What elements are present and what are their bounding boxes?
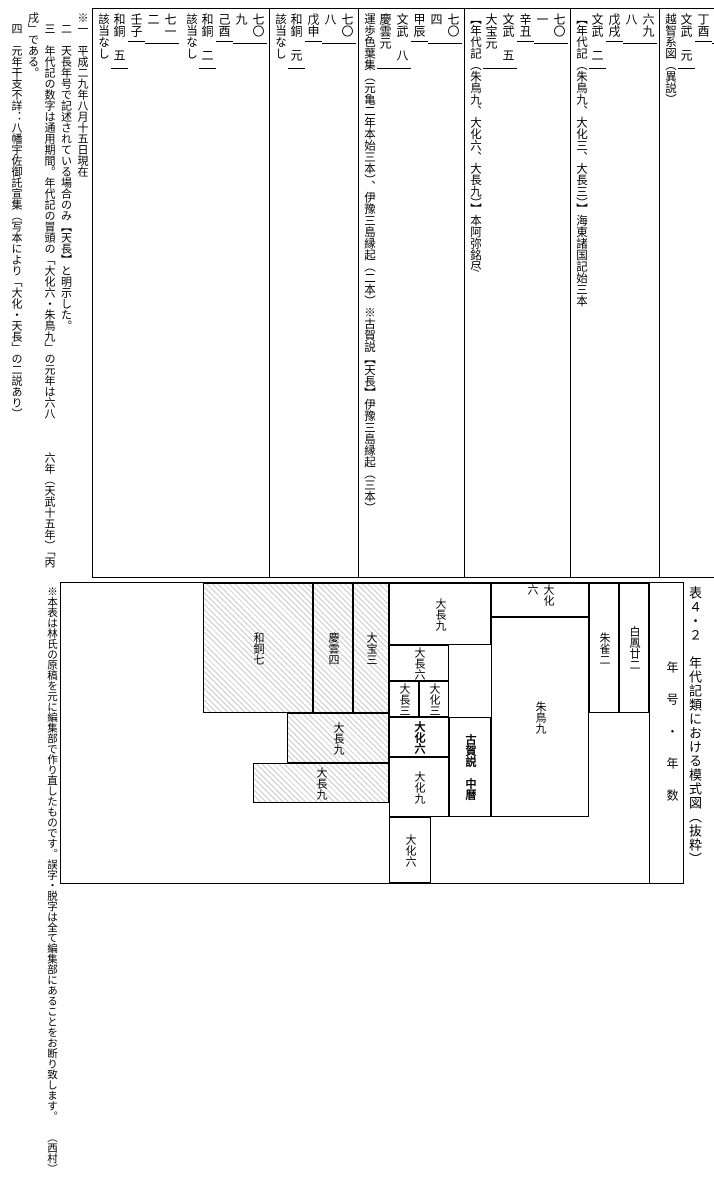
data-column: 七〇九己酉和銅 二該当なし [181,9,270,577]
cell-emperor: 和銅 元 [288,13,305,69]
era-box: 大化六 [389,717,449,757]
table-42: 年 号 ・ 年 数白鳳廿二朱雀二大化六朱鳥九大長九大長六大化三大長三大化六大化九… [60,582,684,884]
era-box: 大化六 [389,817,431,883]
table42-header: 年 号 ・ 年 数 [649,583,683,883]
cell-bunken: 越智系図（異説） [662,13,678,573]
cell-emperor: 文武 元 [678,13,695,69]
notes-41: ※一 平成二九年八月十五日現在 二 天長年号で記述されている場合のみ【天長】と明… [8,8,92,578]
era-box: 朱鳥九 [491,617,589,817]
era-box: 大宝三 [353,583,389,713]
note-line: 四 元年干支不詳：八幡宇佐御託宣集（写本により「大化・天長」の二説あり） [8,12,25,574]
table-42-title: 表４・２ 年代記類における模式図（抜粋） [684,582,706,1178]
cell-bunken: 運歩色葉集（元亀二年本始三本）、伊豫三島縁起（二本）※古賀説【天長】伊豫三島縁起… [361,13,377,573]
cell-year: 六九八 [623,13,657,44]
cell-emperor: 文武 五 大宝元 [483,13,517,69]
era-box: 大長九 [253,763,389,803]
era-box: 大化九 [389,757,449,817]
note-line: 二 天長年号で記述されている場合のみ【天長】と明示した。 [57,12,74,574]
cell-emperor: 和銅 五 [111,13,128,69]
note-line: 三 年代記の数字は通用期間。年代記の冒頭の「大化六・朱鳥九」の元年は六八 六年（… [24,12,57,574]
data-column: 六九七丁酉文武 元越智系図（異説） [660,9,714,577]
cell-kanshi: 辛丑 [517,13,534,42]
cell-bunken: 該当なし [95,13,111,573]
cell-kanshi: 壬子 [128,13,145,42]
cell-kanshi: 甲辰 [411,13,428,42]
notes-42: ※本表は林氏の原稿を元に編集部で作り直したものです。誤字・脱字は全て編集部にある… [8,582,60,1178]
cell-kanshi: 丁酉 [695,13,712,42]
cell-year: 七〇九 [233,13,267,44]
era-box: 古賀説 中暦 [449,717,491,817]
era-box: 和銅七 [203,583,313,713]
era-box: 大長九 [389,583,491,645]
cell-kanshi: 戊戌 [606,13,623,42]
table-41: 西暦干支天皇治年文 献六七一辛未天智 十開闢山古事縁起類三本六八四甲申天武十三運… [92,8,714,578]
data-column: 七〇八戊申和銅 元該当なし [270,9,359,577]
data-column: 六九八戊戌文武 二【年代記（朱鳥九、大化三、大長三）】海東諸国記始三本 [571,9,660,577]
note-line: ※一 平成二九年八月十五日現在 [74,12,91,574]
era-box: 大化三 [419,681,449,717]
cell-bunken: 【年代記（朱鳥九、大化三、大長三）】海東諸国記始三本 [573,13,589,573]
cell-kanshi: 戊申 [305,13,322,42]
cell-emperor: 文武 八 慶雲元 [377,13,411,69]
cell-year: 七〇一 [534,13,568,44]
era-box: 白鳳廿二 [619,583,649,713]
era-box: 朱雀二 [589,583,619,713]
data-column: 七〇四甲辰文武 八 慶雲元運歩色葉集（元亀二年本始三本）、伊豫三島縁起（二本）※… [359,9,465,577]
cell-bunken: 該当なし [272,13,288,573]
cell-year: 七一二 [145,13,179,44]
cell-emperor: 和銅 二 [199,13,216,69]
era-box: 慶雲四 [313,583,353,713]
cell-kanshi: 己酉 [216,13,233,42]
era-box: 大長三 [389,681,419,717]
era-box: 大化六 [491,583,589,617]
data-column: 七〇一辛丑文武 五 大宝元【年代記（朱鳥九、大化六、大長九）】本阿弥銘尽 [465,9,571,577]
cell-year: 七〇四 [428,13,462,44]
cell-emperor: 文武 二 [589,13,606,69]
era-box: 大長六 [389,645,449,681]
era-box: 大長九 [287,713,389,763]
cell-year: 七〇八 [322,13,356,44]
cell-bunken: 【年代記（朱鳥九、大化六、大長九）】本阿弥銘尽 [467,13,483,573]
data-column: 七一二壬子和銅 五該当なし [93,9,181,577]
cell-bunken: 該当なし [183,13,199,573]
